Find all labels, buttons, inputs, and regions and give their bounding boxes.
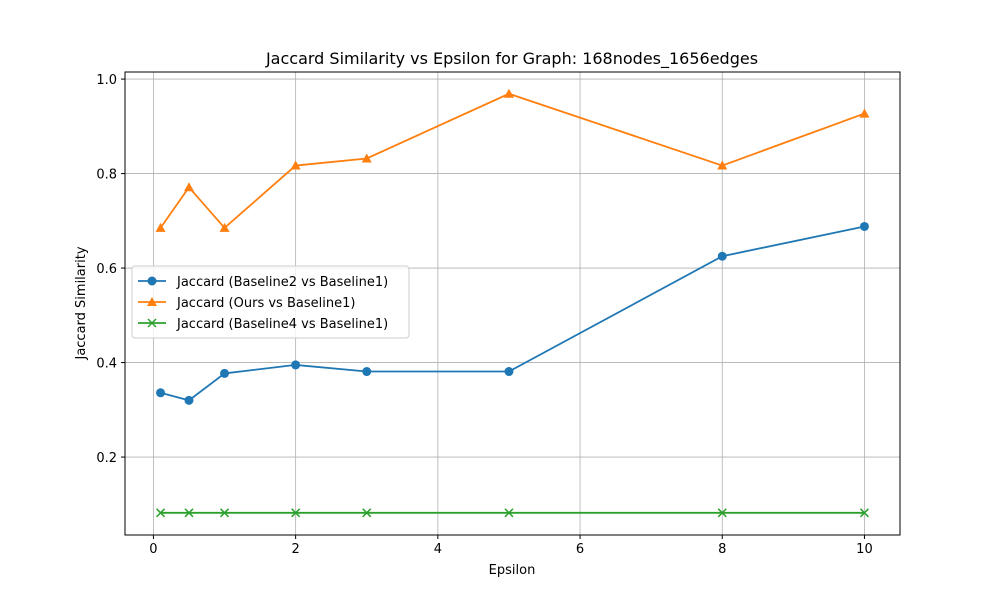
- x-tick-label: 8: [718, 542, 726, 557]
- data-point: [859, 108, 870, 118]
- legend-item: Jaccard (Baseline4 vs Baseline1): [138, 317, 388, 332]
- series-layer: [155, 88, 870, 518]
- data-point: [362, 508, 372, 518]
- data-point: [184, 508, 194, 518]
- chart-title: Jaccard Similarity vs Epsilon for Graph:…: [265, 49, 758, 69]
- plot-frame: [124, 71, 901, 536]
- y-tick-label: 0.6: [96, 262, 117, 277]
- data-point: [220, 508, 230, 518]
- series-2: [155, 88, 870, 232]
- series-3: [156, 508, 869, 518]
- data-point: [291, 508, 301, 518]
- data-point: [504, 367, 514, 377]
- data-point: [219, 222, 230, 232]
- legend-marker: [147, 297, 157, 306]
- legend-item: Jaccard (Baseline2 vs Baseline1): [138, 275, 388, 290]
- legend-marker: [147, 318, 157, 328]
- y-tick-label: 0.2: [96, 451, 117, 466]
- data-point: [290, 160, 301, 170]
- legend-marker: [147, 276, 157, 286]
- x-tick-label: 4: [434, 542, 442, 557]
- data-point: [504, 508, 514, 518]
- data-point: [156, 388, 166, 398]
- legend-item: Jaccard (Ours vs Baseline1): [138, 296, 355, 311]
- data-point: [503, 88, 514, 98]
- data-point: [859, 508, 869, 518]
- series-1: [156, 221, 869, 405]
- data-point: [155, 222, 166, 232]
- data-point: [859, 221, 869, 231]
- data-point: [156, 508, 166, 518]
- y-axis-label: Jaccard Similarity: [74, 246, 89, 360]
- x-tick-label: 10: [856, 542, 873, 557]
- legend-box: [131, 265, 410, 339]
- y-tick-label: 0.4: [96, 357, 117, 372]
- data-point: [717, 160, 728, 170]
- legend: Jaccard (Baseline2 vs Baseline1) Jaccard …: [131, 265, 410, 339]
- y-tick-label: 1.0: [96, 73, 117, 88]
- data-point: [717, 251, 727, 261]
- series-line: [159, 92, 865, 230]
- legend-label: Jaccard (Ours vs Baseline1): [176, 296, 355, 311]
- data-point: [362, 367, 372, 377]
- data-point: [717, 508, 727, 518]
- data-point: [361, 153, 372, 163]
- data-point: [184, 395, 194, 405]
- data-point: [220, 368, 230, 378]
- x-tick-label: 6: [576, 542, 584, 557]
- x-axis-label: Epsilon: [489, 563, 536, 578]
- legend-label: Jaccard (Baseline2 vs Baseline1): [176, 275, 388, 290]
- data-point: [291, 360, 301, 370]
- x-tick-label: 0: [149, 542, 157, 557]
- series-line: [160, 225, 865, 402]
- y-tick-label: 0.8: [96, 168, 117, 183]
- data-point: [183, 182, 194, 192]
- ticks: 0 2 4 6 8 10 0.2 0.4 0.6 0.8 1.0: [96, 73, 872, 557]
- legend-label: Jaccard (Baseline4 vs Baseline1): [176, 317, 388, 332]
- x-tick-label: 2: [292, 542, 300, 557]
